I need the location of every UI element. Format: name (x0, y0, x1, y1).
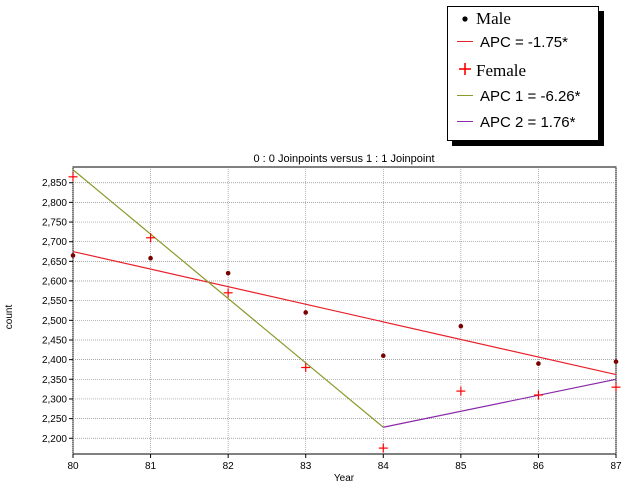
female-fit-line-1 (72, 169, 384, 428)
plot-area (72, 166, 617, 455)
legend-female-apc1-label: APC 1 = -6.26* (480, 87, 581, 105)
y-tick-label: 2,200 (42, 434, 67, 445)
y-tick-label: 2,700 (42, 237, 67, 248)
x-tick-label: 80 (67, 461, 79, 472)
x-tick-label: 85 (455, 461, 467, 472)
chart-title: 0 : 0 Joinpoints versus 1 : 1 Joinpoint (254, 153, 435, 165)
grid (72, 167, 617, 454)
plus-marker-icon (454, 62, 476, 80)
axes: 2,200 2,250 2,300 2,350 2,400 2,450 2,500 2,550… (42, 178, 622, 472)
legend-item-female-apc1: APC 1 = -6.26* (454, 87, 580, 105)
y-tick-label: 2,500 (42, 316, 67, 327)
male-point (536, 361, 541, 366)
y-tick-label: 2,650 (42, 257, 67, 268)
legend-item-female: Female (454, 61, 526, 81)
female-point (146, 233, 156, 243)
male-fit-line (72, 250, 617, 376)
x-tick-label: 81 (145, 461, 157, 472)
y-tick-label: 2,250 (42, 414, 67, 425)
male-point (613, 359, 619, 364)
red-line-swatch-icon (454, 33, 476, 51)
female-point (611, 382, 621, 392)
x-tick-label: 86 (533, 461, 545, 472)
legend: Male APC = -1.75* Female APC 1 = -6.26* … (447, 6, 599, 141)
male-point (225, 270, 231, 276)
legend-male-apc-label: APC = -1.75* (480, 33, 568, 51)
male-point (303, 310, 309, 315)
y-tick-label: 2,400 (42, 355, 67, 366)
female-point (533, 390, 543, 400)
female-point (68, 172, 78, 182)
x-axis-label: Year (334, 473, 355, 484)
y-tick-label: 2,300 (42, 394, 67, 405)
x-tick-label: 83 (300, 461, 312, 472)
male-point (70, 253, 76, 258)
female-fit-line-2 (383, 378, 617, 428)
y-tick-label: 2,750 (42, 218, 67, 229)
female-point (456, 386, 466, 396)
female-point (301, 363, 311, 373)
legend-item-male: Male (454, 9, 511, 29)
legend-item-male-apc: APC = -1.75* (454, 33, 568, 51)
legend-female-apc2-label: APC 2 = 1.76* (480, 113, 576, 131)
y-tick-label: 2,800 (42, 198, 67, 209)
female-point (223, 288, 233, 298)
x-tick-label: 82 (223, 461, 235, 472)
y-tick-label: 2,450 (42, 335, 67, 346)
legend-female-label: Female (476, 61, 527, 80)
legend-item-female-apc2: APC 2 = 1.76* (454, 113, 575, 131)
female-point (378, 443, 388, 453)
y-axis-label: count (4, 305, 15, 330)
y-tick-label: 2,850 (42, 178, 67, 189)
y-tick-label: 2,600 (42, 277, 67, 288)
x-tick-label: 84 (378, 461, 390, 472)
male-point (380, 353, 386, 359)
data-points (68, 172, 621, 453)
male-point (458, 323, 464, 329)
olive-line-swatch-icon (454, 87, 476, 105)
y-tick-label: 2,550 (42, 296, 67, 307)
legend-male-label: Male (476, 9, 511, 28)
fit-lines (72, 169, 617, 428)
male-point (148, 255, 153, 261)
purple-line-swatch-icon (454, 113, 476, 131)
x-tick-label: 87 (610, 461, 622, 472)
dot-marker-icon (454, 10, 476, 28)
y-tick-label: 2,350 (42, 375, 67, 386)
